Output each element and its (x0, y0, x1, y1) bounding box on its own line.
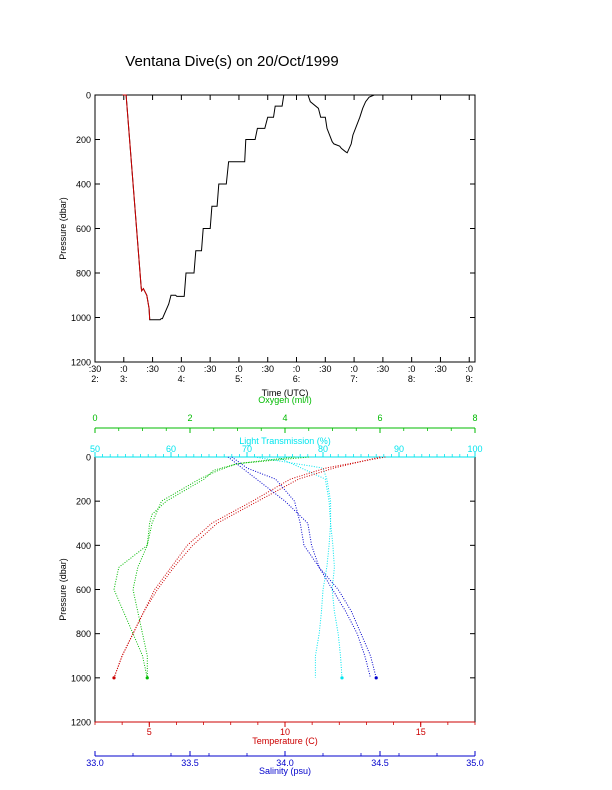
chart1-x-tick-label: 7: (350, 374, 358, 384)
profile-light-up (277, 456, 332, 678)
page-title: Ventana Dive(s) on 20/Oct/1999 (125, 53, 338, 70)
profile-salinity-up (227, 456, 371, 678)
chart1-x-tick-label: :30 (434, 364, 447, 374)
chart2-y-tick-label: 400 (76, 541, 91, 551)
chart1-x-tick-label: :30 (377, 364, 390, 374)
chart1-x-tick-label: :0 (350, 364, 358, 374)
chart1-y-axis-label: Pressure (dbar) (58, 197, 68, 260)
axis-tick-label-oxygen: 8 (472, 413, 477, 423)
chart1-x-tick-label: :30 (319, 364, 332, 374)
axis-tick-label-light: 90 (394, 444, 404, 454)
chart1-x-tick-label: :0 (235, 364, 243, 374)
profile-temperature-down (113, 456, 386, 678)
axis-tick-label-temperature: 5 (147, 727, 152, 737)
axis-tick-label-salinity: 35.0 (466, 758, 484, 768)
chart2-y-tick-label: 800 (76, 629, 91, 639)
chart1-x-tick-label: 3: (120, 374, 128, 384)
chart1-y-tick-label: 400 (76, 180, 91, 190)
chart1-x-tick-label: :0 (120, 364, 128, 374)
chart1-x-tick-label: 6: (293, 374, 301, 384)
chart2-y-tick-label: 1000 (71, 673, 91, 683)
axis-tick-label-light: 50 (90, 444, 100, 454)
chart1-x-tick-label: :30 (204, 364, 217, 374)
axis-tick-label-salinity: 33.0 (86, 758, 104, 768)
axis-label-temperature: Temperature (C) (252, 736, 318, 746)
profile-light-down (254, 456, 343, 678)
axis-tick-label-oxygen: 6 (377, 413, 382, 423)
chart1-y-tick-label: 0 (86, 91, 91, 101)
chart2-y-tick-label: 0 (86, 453, 91, 463)
axis-tick-label-salinity: 34.5 (371, 758, 389, 768)
chart1-x-tick-label: :0 (293, 364, 301, 374)
chart1-pressure-line (122, 94, 447, 321)
chart1-x-tick-label: 2: (91, 374, 99, 384)
chart1-y-tick-label: 600 (76, 224, 91, 234)
chart1-x-axis-label: Time (UTC) (262, 388, 309, 398)
chart1-x-tick-label: :30 (89, 364, 102, 374)
chart1-y-tick-label: 1200 (71, 358, 91, 368)
chart1-frame (94, 94, 476, 363)
axis-tick-label-salinity: 33.5 (181, 758, 199, 768)
chart1-x-tick-label: :0 (465, 364, 473, 374)
chart1-pressure-line-red (122, 94, 151, 320)
chart2-y-tick-label: 1200 (71, 718, 91, 728)
axis-tick-label-oxygen: 2 (187, 413, 192, 423)
chart1-y-tick-label: 200 (76, 135, 91, 145)
chart2-frame (94, 456, 476, 723)
axis-tick-label-temperature: 10 (280, 727, 290, 737)
profile-oxygen-bottom-point (145, 676, 149, 680)
axis-label-light: Light Transmission (%) (239, 436, 331, 446)
profile-salinity-bottom-point (374, 676, 378, 680)
chart1-x-tick-label: 4: (178, 374, 186, 384)
axis-tick-label-light: 60 (166, 444, 176, 454)
axis-tick-label-light: 80 (318, 444, 328, 454)
chart1-y-tick-label: 1000 (71, 313, 91, 323)
chart1-x-tick-label: :30 (146, 364, 159, 374)
axis-tick-label-light: 70 (242, 444, 252, 454)
profile-temperature-bottom-point (112, 676, 116, 680)
axis-tick-label-light: 100 (467, 444, 482, 454)
chart1-x-tick-label: 8: (408, 374, 416, 384)
axis-tick-label-salinity: 34.0 (276, 758, 294, 768)
chart1-x-tick-label: 5: (235, 374, 243, 384)
chart1-y-tick-label: 800 (76, 269, 91, 279)
chart2-y-axis-label: Pressure (dbar) (58, 558, 68, 621)
chart2-y-tick-label: 200 (76, 497, 91, 507)
profile-temperature-up (113, 456, 381, 678)
axis-tick-label-temperature: 15 (416, 727, 426, 737)
axis-label-oxygen: Oxygen (ml/l) (258, 395, 312, 405)
chart1-x-tick-label: 9: (465, 374, 473, 384)
axis-tick-label-oxygen: 0 (92, 413, 97, 423)
profile-oxygen-down (113, 456, 295, 678)
axis-label-salinity: Salinity (psu) (259, 766, 311, 776)
chart1-x-tick-label: :0 (408, 364, 416, 374)
chart1-x-tick-label: :30 (261, 364, 274, 374)
profile-salinity-down (231, 456, 377, 678)
profile-oxygen-up (132, 456, 309, 678)
axis-tick-label-oxygen: 4 (282, 413, 287, 423)
profile-light-bottom-point (340, 676, 344, 680)
chart2-y-tick-label: 600 (76, 585, 91, 595)
chart1-x-tick-label: :0 (178, 364, 186, 374)
